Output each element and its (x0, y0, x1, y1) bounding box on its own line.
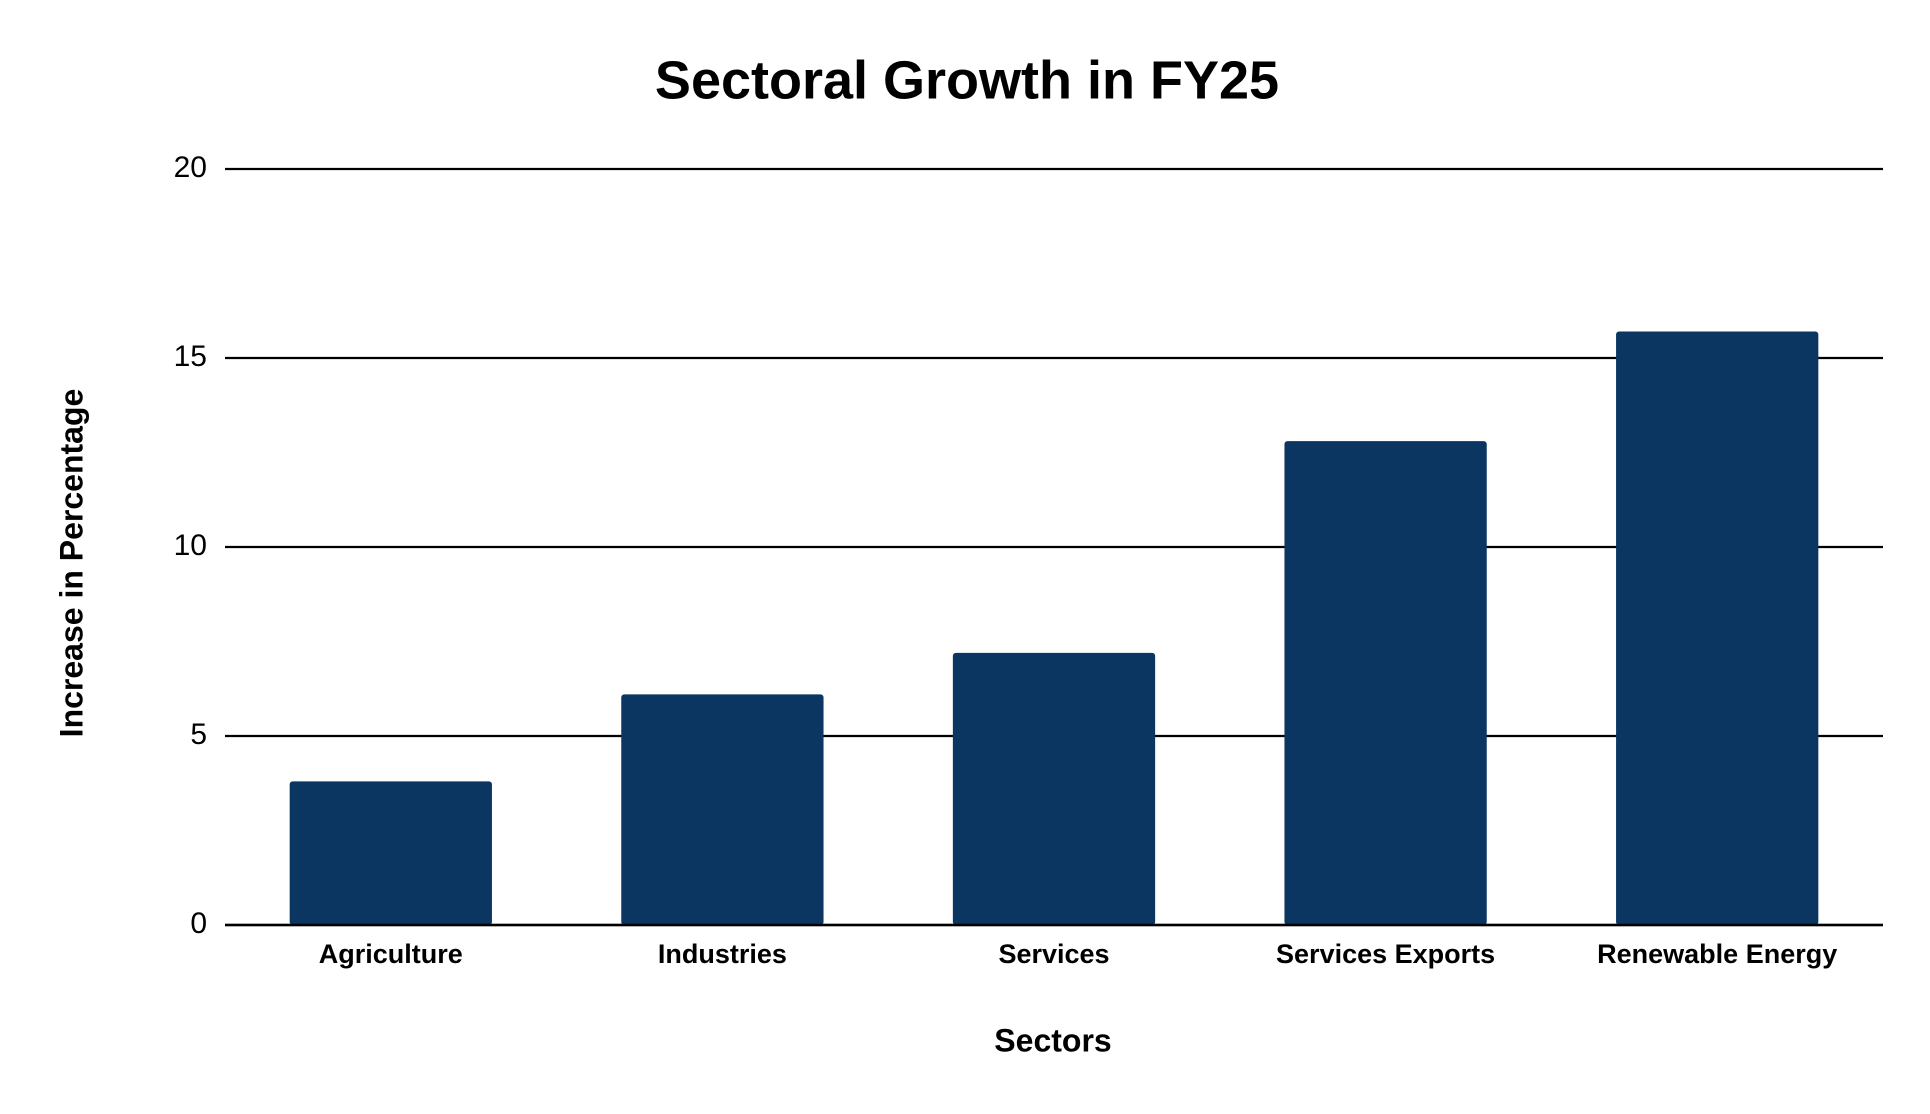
x-axis-title: Sectors (994, 1022, 1111, 1058)
y-tick-label: 10 (174, 529, 207, 562)
bar (621, 694, 824, 925)
chart-title: Sectoral Growth in FY25 (655, 50, 1279, 110)
bar (1616, 331, 1819, 925)
bar (289, 781, 492, 925)
y-tick-label: 20 (174, 151, 207, 184)
y-tick-label: 15 (174, 340, 207, 373)
y-tick-label: 0 (190, 907, 207, 940)
y-tick-label: 5 (190, 718, 207, 751)
x-tick-label: Agriculture (319, 939, 463, 969)
x-tick-label: Renewable Energy (1597, 939, 1837, 969)
bar (952, 652, 1156, 925)
y-axis-title: Increase in Percentage (53, 389, 89, 738)
x-tick-label: Services (998, 939, 1109, 969)
x-tick-label: Industries (658, 939, 787, 969)
x-tick-label: Services Exports (1276, 939, 1495, 969)
bar (1284, 441, 1487, 925)
